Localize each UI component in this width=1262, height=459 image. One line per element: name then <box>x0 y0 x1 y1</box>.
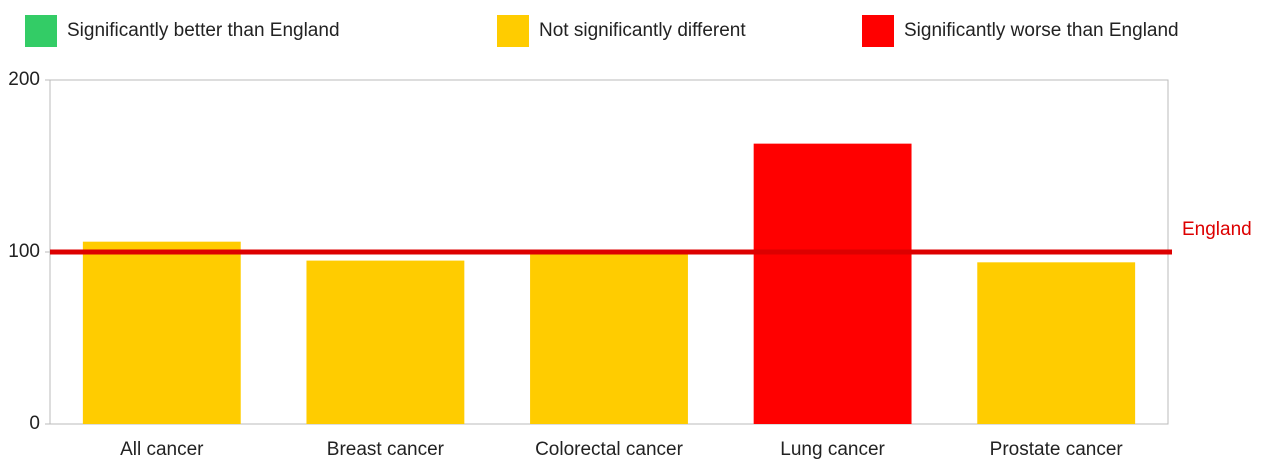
legend-swatch <box>25 15 57 47</box>
bar <box>82 241 241 424</box>
bar <box>306 260 465 424</box>
legend-swatch <box>862 15 894 47</box>
x-tick-label: All cancer <box>120 439 204 459</box>
y-tick-label: 0 <box>29 413 40 434</box>
legend-label: Not significantly different <box>539 20 746 41</box>
bar <box>977 262 1136 424</box>
x-tick-label: Lung cancer <box>780 439 885 459</box>
reference-label: England <box>1182 219 1252 240</box>
y-tick-label: 200 <box>8 69 40 90</box>
x-tick-label: Breast cancer <box>327 439 445 459</box>
bar <box>753 143 912 424</box>
y-tick-label: 100 <box>8 241 40 262</box>
x-tick-label: Prostate cancer <box>990 439 1124 459</box>
legend-label: Significantly better than England <box>67 20 340 41</box>
bar <box>530 253 688 424</box>
legend-swatch <box>497 15 529 47</box>
legend-label: Significantly worse than England <box>904 20 1179 41</box>
x-tick-label: Colorectal cancer <box>535 439 684 459</box>
